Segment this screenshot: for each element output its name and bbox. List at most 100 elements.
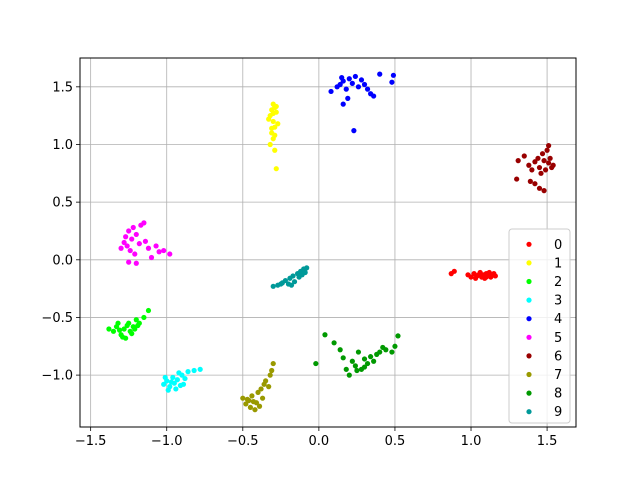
data-point-series-4 <box>328 88 334 95</box>
data-point-series-8 <box>361 364 368 370</box>
data-point-series-2 <box>110 328 117 334</box>
data-point-series-5 <box>145 245 152 251</box>
data-point-series-3 <box>165 387 171 393</box>
data-point-series-4 <box>358 77 365 83</box>
data-point-series-6 <box>515 158 521 164</box>
data-point-series-5 <box>126 259 132 265</box>
data-point-series-6 <box>541 188 547 194</box>
data-point-series-6 <box>514 176 520 182</box>
data-point-series-1 <box>273 103 279 110</box>
data-point-series-2 <box>135 322 141 329</box>
data-point-series-3 <box>191 367 197 374</box>
data-point-series-4 <box>346 76 352 82</box>
legend-label: 0 <box>554 238 562 253</box>
y-tick-label: −1.0 <box>41 369 73 384</box>
data-point-series-5 <box>141 220 147 226</box>
data-point-series-6 <box>550 162 556 168</box>
data-point-series-1 <box>275 121 281 127</box>
data-point-series-8 <box>355 349 362 355</box>
data-point-series-8 <box>392 343 398 349</box>
data-point-series-8 <box>361 356 368 362</box>
data-point-series-8 <box>322 332 328 338</box>
data-point-series-6 <box>542 167 549 173</box>
legend-marker <box>526 334 532 340</box>
legend-marker <box>526 316 532 322</box>
data-point-series-5 <box>148 254 155 261</box>
data-point-series-3 <box>197 366 203 372</box>
x-tick-label: 0.5 <box>385 434 406 449</box>
data-point-series-0 <box>474 273 480 279</box>
legend-marker <box>526 390 532 396</box>
data-point-series-6 <box>535 155 541 161</box>
data-point-series-5 <box>124 243 130 249</box>
data-point-series-2 <box>145 307 152 314</box>
data-point-series-3 <box>170 374 176 381</box>
data-point-series-3 <box>174 377 180 383</box>
data-point-series-5 <box>123 234 129 240</box>
data-point-series-9 <box>288 282 295 288</box>
data-point-series-8 <box>343 366 349 372</box>
data-point-series-7 <box>270 360 276 367</box>
data-point-series-8 <box>340 355 346 361</box>
y-tick-label: 0.0 <box>52 253 73 268</box>
data-point-series-1 <box>273 166 279 172</box>
x-axis-ticks: −1.5 −1.0 −0.5 0.0 0.5 1.0 1.5 <box>75 427 557 449</box>
data-point-series-2 <box>141 314 147 321</box>
data-point-series-3 <box>185 369 191 375</box>
data-point-series-4 <box>337 81 343 88</box>
data-point-series-4 <box>351 128 357 134</box>
data-point-series-8 <box>368 354 374 360</box>
data-point-series-5 <box>133 260 139 266</box>
data-point-series-2 <box>124 322 130 329</box>
data-point-series-4 <box>377 71 383 77</box>
data-point-series-7 <box>255 389 261 396</box>
legend-label: 9 <box>554 405 562 420</box>
data-point-series-6 <box>538 170 544 176</box>
data-point-series-8 <box>377 349 383 355</box>
data-point-series-6 <box>546 160 552 166</box>
data-point-series-6 <box>539 151 546 157</box>
data-point-series-7 <box>249 393 255 399</box>
data-point-series-3 <box>161 381 167 387</box>
data-point-series-6 <box>536 185 543 191</box>
data-point-series-7 <box>267 372 273 378</box>
legend-label: 5 <box>554 331 562 346</box>
data-point-series-1 <box>266 116 272 122</box>
y-tick-label: 1.5 <box>52 80 73 95</box>
data-point-series-7 <box>243 401 249 407</box>
data-point-series-4 <box>343 86 349 92</box>
data-point-series-6 <box>532 159 538 165</box>
data-point-series-5 <box>132 251 138 257</box>
legend-marker <box>526 297 532 303</box>
data-point-series-8 <box>313 360 319 367</box>
y-tick-label: −0.5 <box>41 311 73 326</box>
data-point-series-8 <box>371 358 377 364</box>
data-point-series-5 <box>130 224 136 231</box>
data-point-series-5 <box>153 243 159 249</box>
data-point-series-8 <box>337 347 343 353</box>
data-point-series-9 <box>302 269 308 276</box>
data-point-series-8 <box>354 367 360 374</box>
data-point-series-2 <box>116 327 123 333</box>
data-point-series-5 <box>161 247 167 254</box>
data-point-series-1 <box>272 132 278 138</box>
data-point-series-2 <box>129 330 135 337</box>
data-point-series-5 <box>156 249 162 255</box>
data-point-series-1 <box>270 118 276 125</box>
data-point-series-1 <box>269 125 275 131</box>
data-point-series-8 <box>331 340 337 346</box>
data-point-series-6 <box>526 162 532 168</box>
data-point-series-3 <box>180 381 187 387</box>
data-point-series-6 <box>536 164 543 171</box>
data-point-series-1 <box>267 141 273 148</box>
data-point-series-9 <box>290 273 296 279</box>
legend-label: 2 <box>554 275 562 290</box>
data-point-series-0 <box>468 274 474 280</box>
data-point-series-4 <box>389 79 395 85</box>
data-point-series-1 <box>272 147 278 153</box>
data-point-series-2 <box>120 334 126 340</box>
data-point-series-3 <box>173 386 179 392</box>
data-point-series-7 <box>252 407 258 413</box>
legend-marker <box>526 371 532 378</box>
data-point-series-2 <box>106 326 112 332</box>
